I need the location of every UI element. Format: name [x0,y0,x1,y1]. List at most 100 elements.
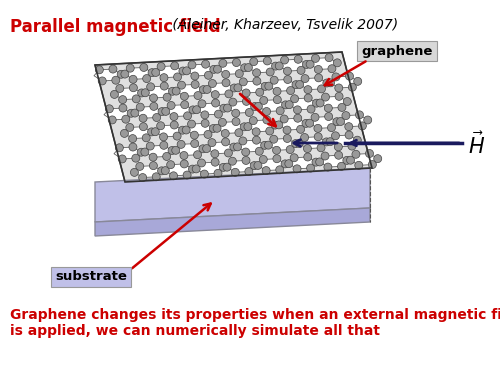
Circle shape [140,63,148,72]
Circle shape [213,124,221,132]
Polygon shape [95,208,370,236]
Circle shape [214,110,222,118]
Polygon shape [320,155,347,167]
Polygon shape [269,80,296,91]
Circle shape [262,108,270,116]
Circle shape [260,141,268,149]
Circle shape [182,126,190,134]
Circle shape [282,101,290,109]
Circle shape [158,167,166,175]
Circle shape [201,119,209,127]
Circle shape [200,170,208,178]
Circle shape [180,92,188,100]
Circle shape [142,134,150,142]
Circle shape [254,161,262,170]
Circle shape [160,74,168,82]
Circle shape [129,75,137,83]
Circle shape [306,119,314,127]
Polygon shape [166,164,192,176]
Circle shape [253,77,261,85]
Text: substrate: substrate [55,270,127,284]
Circle shape [314,66,322,74]
Circle shape [150,102,158,110]
Circle shape [157,63,165,70]
Polygon shape [289,157,316,169]
Circle shape [286,146,294,153]
Circle shape [208,80,216,87]
Circle shape [240,78,248,86]
Circle shape [284,135,292,142]
Circle shape [352,150,360,158]
Circle shape [235,129,243,137]
Text: graphene: graphene [362,45,432,57]
Circle shape [204,130,212,138]
Polygon shape [124,127,152,139]
Circle shape [109,65,117,73]
Circle shape [146,142,154,150]
Circle shape [198,100,206,108]
Circle shape [296,81,304,88]
Circle shape [152,69,160,76]
Polygon shape [268,138,295,150]
Circle shape [283,126,291,134]
Circle shape [246,108,254,117]
Circle shape [222,79,230,87]
Circle shape [274,96,281,104]
Circle shape [136,103,144,111]
Polygon shape [95,52,372,182]
Circle shape [275,62,283,70]
Circle shape [149,153,157,161]
Circle shape [160,82,168,90]
Circle shape [345,131,353,139]
Circle shape [284,75,292,84]
Circle shape [293,165,301,173]
Circle shape [304,86,312,94]
Circle shape [316,99,324,107]
Circle shape [292,140,300,148]
Polygon shape [238,81,265,93]
Circle shape [296,125,304,133]
Circle shape [312,158,320,166]
Circle shape [182,67,190,75]
Circle shape [132,154,140,162]
Polygon shape [166,105,193,117]
Circle shape [146,83,154,91]
Circle shape [150,162,158,170]
Circle shape [201,111,209,119]
Circle shape [306,60,314,68]
Polygon shape [207,83,234,94]
Circle shape [220,104,228,112]
Circle shape [314,74,322,82]
Text: $\vec{H}$: $\vec{H}$ [468,132,485,158]
Circle shape [152,128,160,136]
Circle shape [178,81,186,89]
Circle shape [194,151,202,159]
Circle shape [334,143,342,151]
Circle shape [338,162,345,170]
Polygon shape [330,135,357,147]
Circle shape [224,149,232,157]
Circle shape [179,67,187,75]
Circle shape [229,98,237,106]
Polygon shape [114,88,141,100]
Circle shape [272,62,280,70]
Circle shape [210,65,218,74]
Circle shape [321,152,329,160]
Circle shape [368,160,376,168]
Circle shape [230,84,238,92]
Circle shape [348,83,356,91]
Circle shape [172,146,179,154]
Circle shape [189,106,197,114]
Circle shape [314,133,322,141]
Circle shape [280,56,288,64]
Circle shape [188,120,196,128]
Circle shape [311,113,319,121]
Circle shape [240,123,248,131]
Circle shape [214,169,222,177]
Circle shape [254,102,262,110]
Circle shape [324,163,332,171]
Circle shape [322,138,330,146]
Circle shape [294,106,302,114]
Circle shape [234,143,241,151]
Polygon shape [95,168,370,222]
